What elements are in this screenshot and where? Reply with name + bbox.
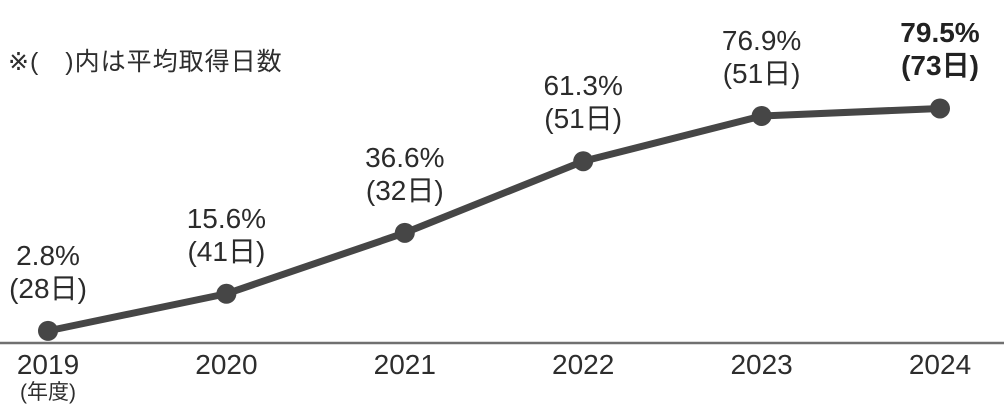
point-label: 76.9% (51日) bbox=[722, 24, 801, 90]
point-percent: 61.3% bbox=[543, 70, 623, 102]
point-days: (41日) bbox=[187, 235, 266, 267]
point-percent: 36.6% bbox=[365, 141, 445, 173]
data-point-marker bbox=[930, 98, 950, 119]
point-percent: 76.9% bbox=[721, 24, 802, 56]
data-point-marker bbox=[216, 283, 237, 304]
data-point-marker bbox=[394, 222, 415, 243]
x-axis-label: 2023 bbox=[730, 350, 792, 380]
x-axis-label: 2022 bbox=[552, 350, 614, 380]
x-axis-year: 2023 bbox=[730, 349, 793, 380]
point-days: (73日) bbox=[901, 50, 979, 82]
point-days: (51日) bbox=[722, 57, 801, 89]
point-percent: 79.5% bbox=[900, 17, 980, 49]
point-label: 15.6% (41日) bbox=[187, 202, 266, 268]
chart-note: ※( )内は平均取得日数 bbox=[8, 48, 283, 76]
x-axis-label: 2021 bbox=[374, 350, 436, 380]
data-point-marker bbox=[38, 320, 58, 341]
x-axis-year: 2021 bbox=[373, 349, 436, 380]
x-axis-year: 2019 bbox=[16, 349, 80, 380]
point-percent: 2.8% bbox=[16, 239, 80, 271]
point-days: (28日) bbox=[9, 272, 87, 304]
data-point-marker bbox=[573, 151, 594, 172]
trend-polyline bbox=[44, 104, 944, 335]
point-days: (51日) bbox=[544, 103, 623, 135]
x-axis-unit: (年度) bbox=[19, 381, 76, 404]
x-axis-label: 2019 (年度) bbox=[16, 349, 80, 405]
x-axis-label: 2020 bbox=[195, 350, 257, 380]
point-label: 61.3% (51日) bbox=[543, 69, 622, 135]
data-point-marker bbox=[751, 105, 772, 126]
x-axis-label: 2024 bbox=[909, 350, 971, 380]
x-axis-year: 2022 bbox=[552, 349, 615, 380]
point-label: 36.6% (32日) bbox=[365, 141, 444, 207]
point-label: 79.5% (73日) bbox=[900, 16, 979, 82]
point-percent: 15.6% bbox=[186, 202, 267, 234]
x-axis-year: 2020 bbox=[195, 349, 258, 380]
x-axis-year: 2024 bbox=[908, 349, 972, 380]
point-label: 2.8% (28日) bbox=[9, 239, 87, 305]
point-days: (32日) bbox=[365, 174, 444, 206]
